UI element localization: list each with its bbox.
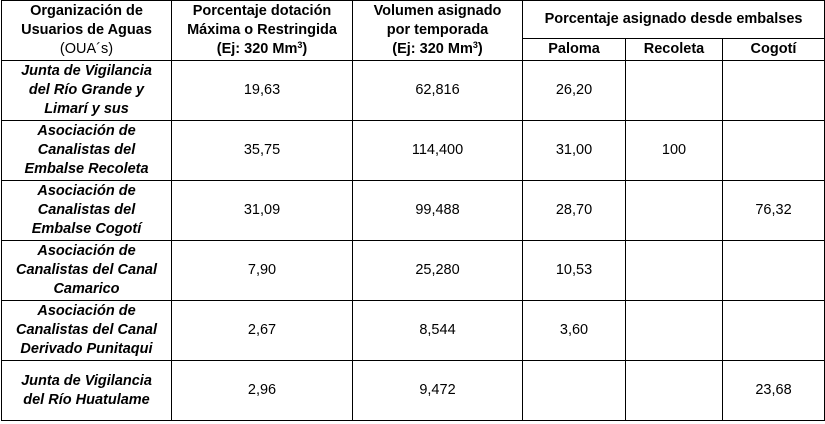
header-row-sub: Paloma Recoleta Cogotí — [2, 38, 825, 61]
cogoti-cell — [721, 240, 825, 301]
org-cell: Junta de Vigilancia del Río Huatulame — [1, 360, 172, 421]
pct-header-line: Porcentaje dotación — [192, 3, 332, 19]
cogoti-cell — [721, 120, 825, 181]
cogoti-cell: 76,32 — [721, 180, 825, 241]
paloma-cell: 3,60 — [522, 300, 626, 361]
org-name-line: del Río Grande y — [28, 82, 145, 98]
recoleta-cell — [625, 360, 723, 421]
org-name-line: Junta de Vigilancia — [21, 63, 152, 79]
vol-header-unit: (Ej: 320 Mm — [392, 41, 473, 57]
table-row: Junta de Vigilancia del Río Grande y Limar… — [1, 60, 825, 121]
cogoti-cell — [721, 60, 825, 121]
org-name-line: Canalistas del — [37, 142, 136, 158]
pct-cell: 31,09 — [171, 180, 353, 241]
org-name-line: Asociación de — [37, 303, 136, 319]
vol-cell: 25,280 — [352, 240, 523, 301]
org-cell: Asociación de Canalistas del Embalse Cogot… — [1, 180, 172, 241]
org-name-line: Asociación de — [37, 243, 136, 259]
cogoti-header: Cogotí — [721, 38, 825, 61]
table-row: Junta de Vigilancia del Río Huatulame 2,96… — [1, 360, 825, 421]
vol-cell: 9,472 — [352, 360, 523, 421]
pct-header: Porcentaje dotación Máxima o Restringida… — [171, 0, 353, 61]
org-name-line: Camarico — [53, 281, 120, 297]
header-row-top: Organización de Usuarios de Aguas (OUA´s… — [1, 0, 825, 61]
pct-cell: 7,90 — [171, 240, 353, 301]
vol-header-sup: 3 — [472, 40, 478, 50]
pct-cell: 2,96 — [171, 360, 353, 421]
vol-header-line: Volumen asignado — [373, 3, 502, 19]
recoleta-cell — [625, 60, 723, 121]
org-name-line: Limarí y sus — [44, 101, 129, 117]
paloma-cell — [522, 360, 626, 421]
org-name-line: Canalistas del Canal — [15, 262, 158, 278]
pct-cell: 35,75 — [171, 120, 353, 181]
cogoti-cell — [721, 300, 825, 361]
pct-cell: 19,63 — [171, 60, 353, 121]
cogoti-cell: 23,68 — [721, 360, 825, 421]
org-header: Organización de Usuarios de Aguas (OUA´s… — [1, 0, 172, 61]
org-cell: Asociación de Canalistas del Embalse Recol… — [1, 120, 172, 181]
org-name-line: Embalse Recoleta — [24, 161, 149, 177]
vol-cell: 114,400 — [352, 120, 523, 181]
reservoir-group-header: Porcentaje asignado desde embalses — [521, 0, 825, 39]
recoleta-cell — [625, 180, 723, 241]
org-cell: Asociación de Canalistas del Canal Derivad… — [1, 300, 172, 361]
vol-cell: 8,544 — [352, 300, 523, 361]
vol-header-line: por temporada — [386, 22, 489, 38]
org-cell: Junta de Vigilancia del Río Grande y Limar… — [1, 60, 172, 121]
table-row: Asociación de Canalistas del Canal Camaric… — [1, 240, 825, 301]
recoleta-cell: 100 — [625, 120, 723, 181]
paloma-header: Paloma — [522, 38, 626, 61]
vol-header-close: ) — [477, 41, 483, 57]
org-name-line: Derivado Punitaqui — [20, 341, 153, 357]
paloma-cell: 31,00 — [522, 120, 626, 181]
table-row: Asociación de Canalistas del Embalse Recol… — [1, 120, 825, 181]
org-name-line: Asociación de — [37, 123, 136, 139]
recoleta-header: Recoleta — [625, 38, 723, 61]
org-name-line: del Río Huatulame — [23, 391, 150, 408]
recoleta-cell — [625, 240, 723, 301]
vol-cell: 99,488 — [352, 180, 523, 241]
vol-cell: 62,816 — [352, 60, 523, 121]
paloma-cell: 26,20 — [522, 60, 626, 121]
vol-header: Volumen asignado por temporada (Ej: 320 … — [352, 0, 523, 61]
paloma-cell: 10,53 — [522, 240, 626, 301]
org-cell: Asociación de Canalistas del Canal Camaric… — [1, 240, 172, 301]
pct-header-line: Máxima o Restringida — [187, 22, 337, 38]
org-header-line: (OUA´s) — [59, 41, 114, 57]
paloma-cell: 28,70 — [522, 180, 626, 241]
org-name-line: Embalse Cogotí — [31, 221, 142, 237]
org-header-line: Organización de — [30, 3, 143, 19]
pct-cell: 2,67 — [171, 300, 353, 361]
org-header-line: Usuarios de Aguas — [21, 22, 152, 38]
org-name-line: Canalistas del — [37, 202, 136, 218]
table-row: Asociación de Canalistas del Canal Derivad… — [1, 300, 825, 361]
pct-header-unit: (Ej: 320 Mm — [216, 41, 298, 57]
org-name-line: Asociación de — [37, 183, 136, 199]
table-row: Asociación de Canalistas del Embalse Cogot… — [1, 180, 825, 241]
pct-header-close: ) — [302, 41, 308, 57]
recoleta-cell — [625, 300, 723, 361]
org-name-line: Canalistas del Canal — [15, 322, 158, 338]
org-name-line: Junta de Vigilancia — [21, 372, 152, 389]
pct-header-sup: 3 — [297, 40, 303, 50]
